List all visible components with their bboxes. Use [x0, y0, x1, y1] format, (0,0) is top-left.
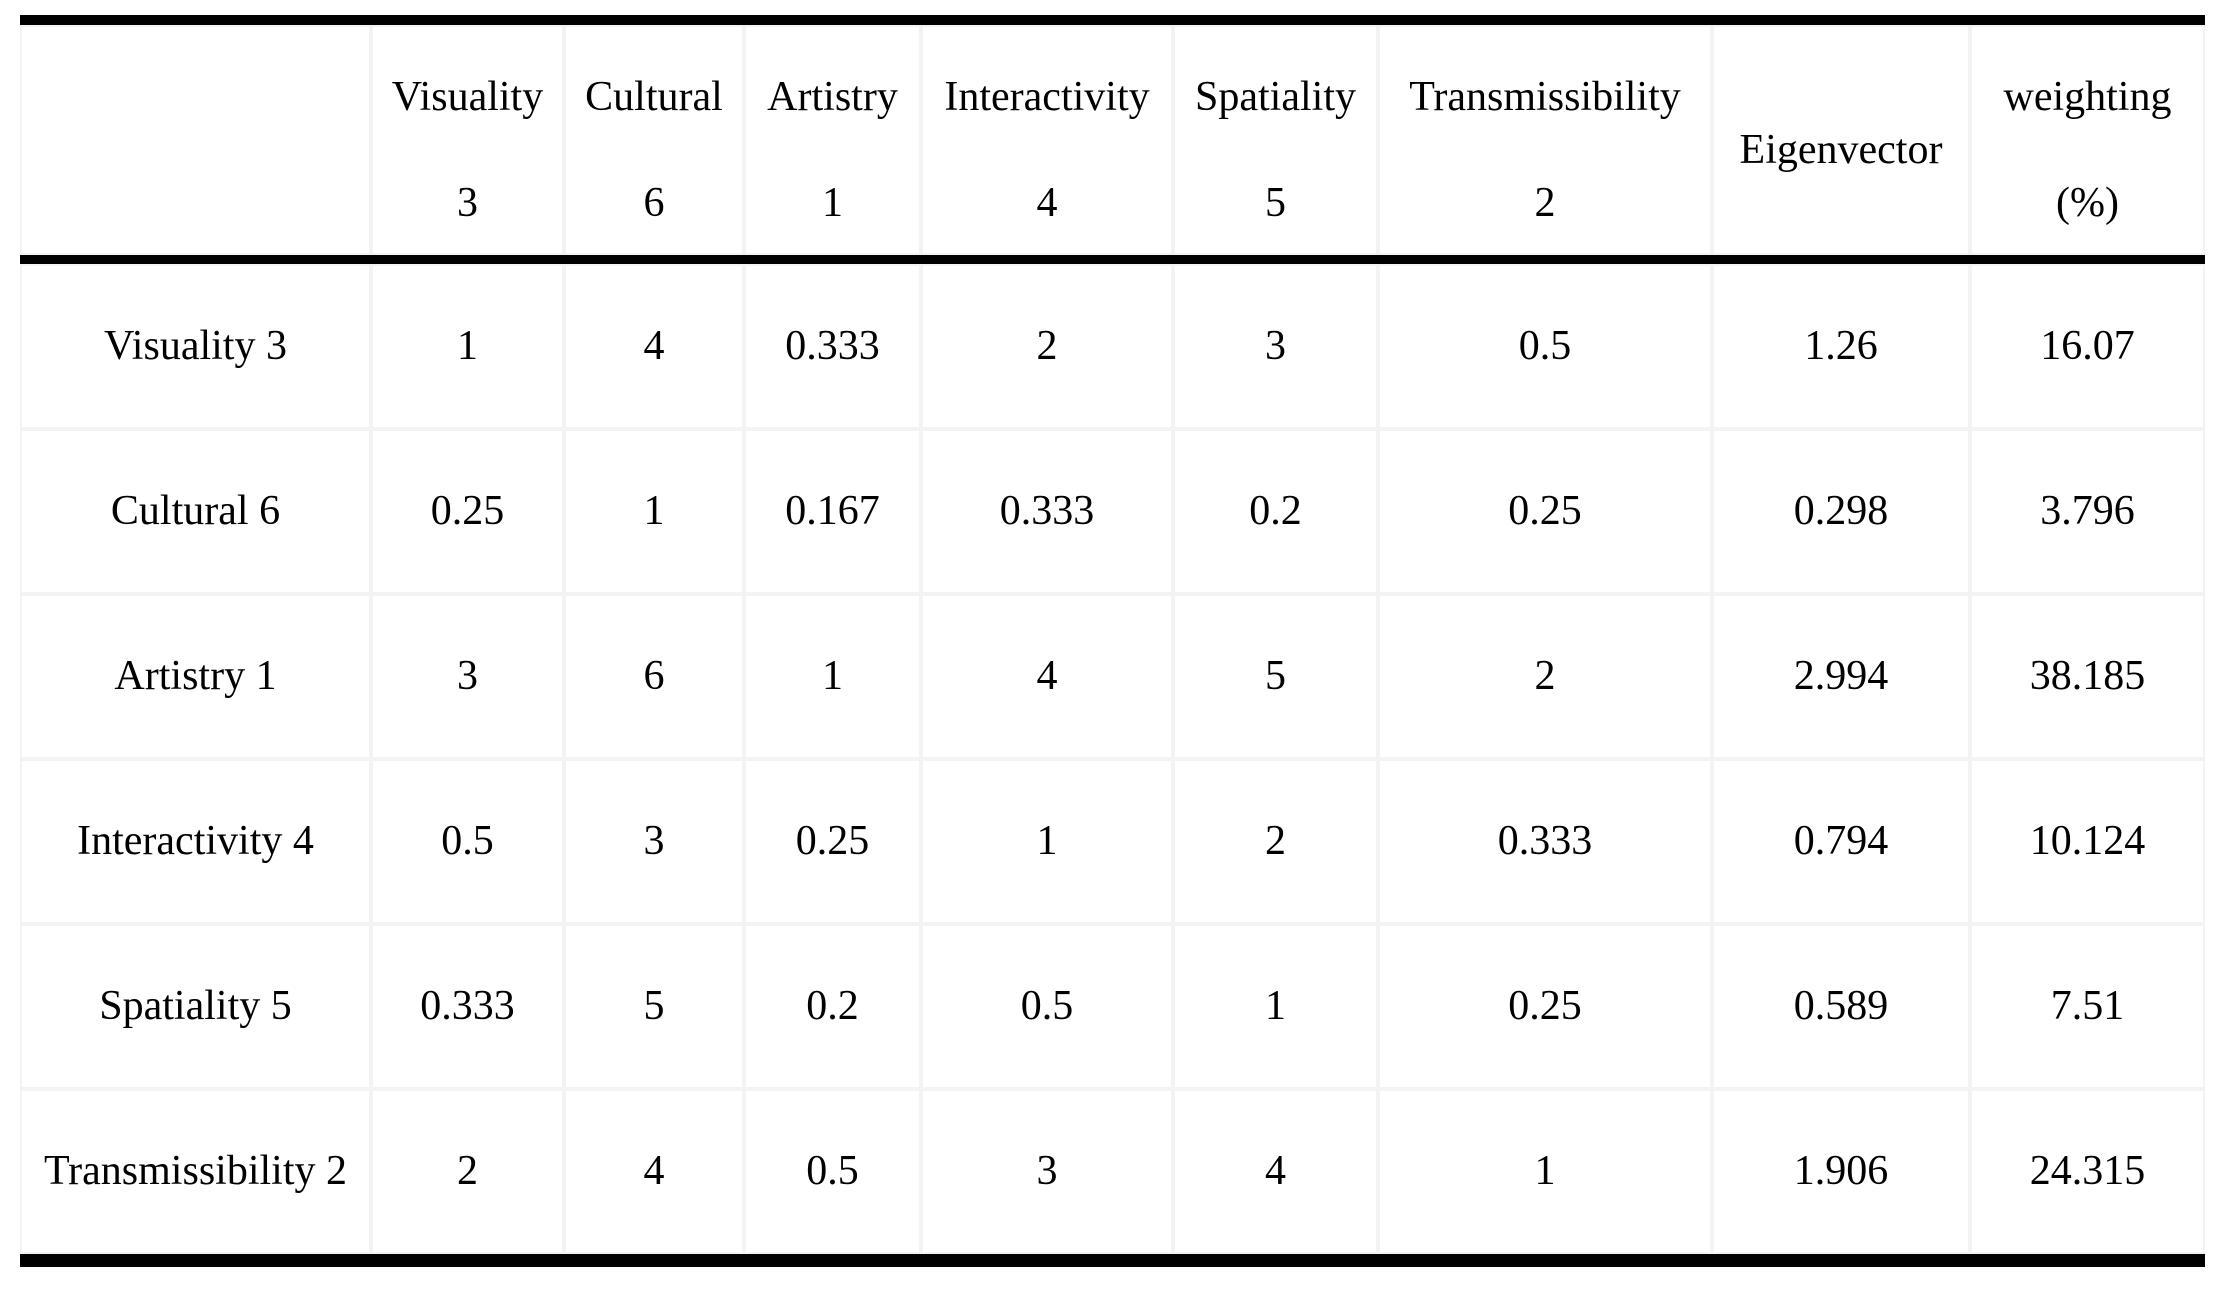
header-corner-cell — [20, 25, 371, 255]
table-cell: 0.333 — [744, 264, 921, 429]
table-cell: 4 — [564, 1089, 744, 1254]
row-label-artistry: Artistry 1 — [20, 594, 371, 759]
table-cell: 1 — [564, 429, 744, 594]
eigenvector-cell: 1.906 — [1712, 1089, 1970, 1254]
table-cell: 0.25 — [744, 759, 921, 924]
table-cell: 1 — [1173, 924, 1378, 1089]
weighting-cell: 16.07 — [1970, 264, 2205, 429]
col-header-rank: 6 — [643, 180, 665, 226]
table-cell: 2 — [921, 264, 1173, 429]
table-cell: 5 — [1173, 594, 1378, 759]
table-cell: 2 — [1378, 594, 1712, 759]
col-header-label: weighting — [2003, 73, 2172, 120]
table-cell: 0.5 — [1378, 264, 1712, 429]
eigenvector-cell: 2.994 — [1712, 594, 1970, 759]
table-grid: Visuality 3 Cultural 6 Artistry 1 Intera… — [20, 25, 2205, 1254]
weighting-cell: 3.796 — [1970, 429, 2205, 594]
table-cell: 0.2 — [1173, 429, 1378, 594]
col-header-label: Visuality — [391, 73, 544, 120]
row-label-interactivity: Interactivity 4 — [20, 759, 371, 924]
col-header-label: Cultural — [585, 73, 723, 120]
table-cell: 0.25 — [1378, 924, 1712, 1089]
table-cell: 6 — [564, 594, 744, 759]
table-cell: 0.333 — [371, 924, 564, 1089]
row-label-transmissibility: Transmissibility 2 — [20, 1089, 371, 1254]
header-rule — [20, 255, 2205, 264]
ahp-comparison-table: Visuality 3 Cultural 6 Artistry 1 Intera… — [20, 15, 2205, 1267]
col-header-cultural: Cultural 6 — [564, 25, 744, 255]
table-cell: 0.25 — [371, 429, 564, 594]
col-header-unit: (%) — [2056, 180, 2119, 226]
col-header-interactivity: Interactivity 4 — [921, 25, 1173, 255]
table-cell: 3 — [371, 594, 564, 759]
col-header-rank: 2 — [1534, 180, 1556, 226]
col-header-visuality: Visuality 3 — [371, 25, 564, 255]
weighting-cell: 7.51 — [1970, 924, 2205, 1089]
table-cell: 0.5 — [371, 759, 564, 924]
row-label-cultural: Cultural 6 — [20, 429, 371, 594]
weighting-cell: 38.185 — [1970, 594, 2205, 759]
eigenvector-cell: 0.298 — [1712, 429, 1970, 594]
col-header-rank: 4 — [1036, 180, 1058, 226]
col-header-label: Artistry — [767, 73, 898, 120]
col-header-transmissibility: Transmissibility 2 — [1378, 25, 1712, 255]
table-cell: 0.5 — [744, 1089, 921, 1254]
col-header-rank: 3 — [457, 180, 478, 226]
table-cell: 0.333 — [921, 429, 1173, 594]
weighting-cell: 24.315 — [1970, 1089, 2205, 1254]
table-cell: 0.5 — [921, 924, 1173, 1089]
table-cell: 3 — [921, 1089, 1173, 1254]
table-cell: 3 — [1173, 264, 1378, 429]
table-cell: 3 — [564, 759, 744, 924]
table-cell: 1 — [1378, 1089, 1712, 1254]
table-cell: 4 — [564, 264, 744, 429]
col-header-label: Transmissibility — [1409, 73, 1681, 120]
col-header-rank: 1 — [822, 180, 843, 226]
table-cell: 0.25 — [1378, 429, 1712, 594]
col-header-label: Eigenvector — [1739, 126, 1943, 173]
table-cell: 4 — [921, 594, 1173, 759]
col-header-label: Interactivity — [944, 73, 1150, 120]
col-header-spatiality: Spatiality 5 — [1173, 25, 1378, 255]
table-cell: 1 — [921, 759, 1173, 924]
col-header-label: Spatiality — [1195, 73, 1356, 120]
table-cell: 4 — [1173, 1089, 1378, 1254]
col-header-weighting: weighting (%) — [1970, 25, 2205, 255]
table-cell: 1 — [744, 594, 921, 759]
table-cell: 0.333 — [1378, 759, 1712, 924]
table-cell: 2 — [371, 1089, 564, 1254]
table-cell: 0.167 — [744, 429, 921, 594]
col-header-rank: 5 — [1265, 180, 1286, 226]
weighting-cell: 10.124 — [1970, 759, 2205, 924]
table-cell: 0.2 — [744, 924, 921, 1089]
row-label-visuality: Visuality 3 — [20, 264, 371, 429]
col-header-eigenvector: Eigenvector — [1712, 25, 1970, 255]
eigenvector-cell: 0.589 — [1712, 924, 1970, 1089]
col-header-artistry: Artistry 1 — [744, 25, 921, 255]
eigenvector-cell: 1.26 — [1712, 264, 1970, 429]
row-label-spatiality: Spatiality 5 — [20, 924, 371, 1089]
eigenvector-cell: 0.794 — [1712, 759, 1970, 924]
table-cell: 5 — [564, 924, 744, 1089]
table-cell: 1 — [371, 264, 564, 429]
table-cell: 2 — [1173, 759, 1378, 924]
